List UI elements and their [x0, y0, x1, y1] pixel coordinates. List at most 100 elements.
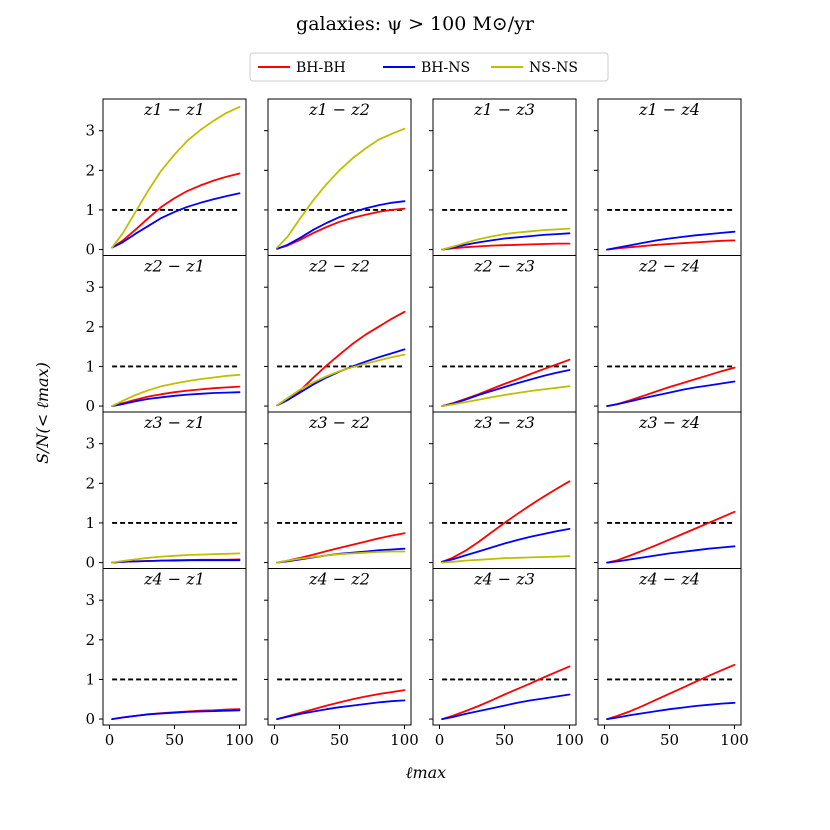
panel-label: z4 − z1: [143, 570, 205, 589]
panel-frame: [102, 255, 247, 413]
x-tick-label: 100: [720, 731, 749, 749]
y-tick-label: 2: [85, 161, 95, 179]
series-line-bh-bh: [111, 172, 241, 249]
panel-frame: [267, 255, 412, 413]
legend-label-ns-ns: NS-NS: [529, 60, 578, 76]
panel-label: z2 − z1: [143, 257, 205, 276]
panel-label: z1 − z3: [473, 100, 535, 119]
series-line-bh-ns: [606, 230, 736, 251]
panel: z2 − z4: [594, 255, 742, 413]
legend-label-bh-ns: BH-NS: [421, 60, 470, 76]
panel-grid: z1 − z1 0 1 2 3 z1 − z2 z1 − z3 z1 − z4 z2 − z1 0…: [85, 98, 749, 749]
chart-title: galaxies: ψ > 100 M⊙/yr: [296, 13, 535, 35]
panel-frame: [102, 411, 247, 569]
series-line-bh-ns: [441, 232, 571, 251]
x-axis-label: ℓmax: [406, 763, 446, 782]
y-tick-label: 3: [85, 435, 95, 453]
y-tick-label: 0: [85, 554, 95, 572]
x-tick-label: 0: [600, 731, 610, 749]
panel-frame: [597, 255, 742, 413]
panel-frame: [432, 568, 577, 726]
y-tick-label: 2: [85, 474, 95, 492]
y-tick-label: 1: [85, 514, 95, 532]
y-axis-label: S/N(< ℓmax): [33, 362, 52, 464]
panel-frame: [267, 98, 412, 256]
panel: z2 − z1 0 1 2 3: [85, 255, 247, 415]
series-line-bh-ns: [276, 547, 406, 564]
x-tick-label: 50: [330, 731, 349, 749]
series-line-ns-ns: [276, 353, 406, 407]
panel-label: z4 − z3: [473, 570, 535, 589]
x-tick-label: 100: [555, 731, 584, 749]
series-line-bh-bh: [606, 366, 736, 408]
panel: z3 − z1 0 1 2 3: [85, 411, 247, 572]
series-line-bh-ns: [441, 693, 571, 720]
panel: z1 − z4: [594, 98, 742, 256]
series-line-bh-ns: [441, 369, 571, 408]
panel-label: z2 − z3: [473, 257, 535, 276]
series-line-bh-ns: [441, 528, 571, 563]
series-line-bh-ns: [111, 192, 241, 249]
panel-frame: [597, 568, 742, 726]
series-line-bh-bh: [441, 665, 571, 720]
panel-label: z3 − z3: [473, 413, 535, 432]
panel: z3 − z4: [594, 411, 742, 569]
panel: z2 − z2: [264, 255, 412, 413]
panel-label: z3 − z1: [143, 413, 205, 432]
panel-label: z3 − z2: [308, 413, 370, 432]
y-tick-label: 3: [85, 591, 95, 609]
series-line-bh-bh: [276, 532, 406, 564]
series-line-bh-bh: [606, 663, 736, 720]
x-tick-label: 100: [390, 731, 419, 749]
y-tick-label: 0: [85, 241, 95, 259]
y-tick-label: 3: [85, 278, 95, 296]
series-line-ns-ns: [111, 552, 241, 564]
series-line-bh-ns: [276, 699, 406, 720]
y-tick-label: 1: [85, 201, 95, 219]
panel-frame: [432, 98, 577, 256]
panel: z3 − z3: [429, 411, 577, 569]
panel: z3 − z2: [264, 411, 412, 569]
y-tick-label: 3: [85, 122, 95, 140]
legend-label-bh-bh: BH-BH: [296, 60, 346, 76]
panel: z1 − z1 0 1 2 3: [85, 98, 247, 259]
panel-label: z4 − z4: [638, 570, 700, 589]
y-tick-label: 0: [85, 710, 95, 728]
x-tick-label: 0: [435, 731, 445, 749]
panel: z4 − z1 0 1 2 3 0 50 100: [85, 568, 254, 749]
series-line-bh-ns: [606, 545, 736, 564]
series-line-bh-bh: [606, 239, 736, 251]
panel: z4 − z3 0 50 100: [429, 568, 584, 749]
y-tick-label: 2: [85, 318, 95, 336]
panel: z4 − z4 0 50 100: [594, 568, 749, 749]
x-tick-label: 50: [660, 731, 679, 749]
y-tick-label: 1: [85, 357, 95, 375]
series-line-bh-bh: [606, 510, 736, 564]
panel-label: z2 − z4: [638, 257, 700, 276]
panel-label: z4 − z2: [308, 570, 370, 589]
series-line-ns-ns: [276, 127, 406, 249]
panel-label: z1 − z1: [143, 100, 205, 119]
y-tick-label: 0: [85, 397, 95, 415]
x-tick-label: 50: [165, 731, 184, 749]
series-line-bh-ns: [111, 709, 241, 720]
x-tick-label: 0: [270, 731, 280, 749]
panel: z2 − z3: [429, 255, 577, 413]
series-line-ns-ns: [111, 106, 241, 249]
panel-frame: [102, 568, 247, 726]
series-line-bh-ns: [111, 559, 241, 564]
panel-label: z2 − z2: [308, 257, 370, 276]
legend-frame: [249, 52, 609, 82]
series-line-bh-bh: [441, 242, 571, 251]
series-line-ns-ns: [111, 373, 241, 408]
y-tick-label: 2: [85, 631, 95, 649]
series-line-bh-bh: [276, 689, 406, 720]
series-line-ns-ns: [441, 227, 571, 251]
panel-label: z1 − z4: [638, 100, 700, 119]
panel-label: z1 − z2: [308, 100, 370, 119]
panel: z1 − z2: [264, 98, 412, 256]
x-tick-label: 100: [225, 731, 254, 749]
panel-frame: [597, 98, 742, 256]
x-tick-label: 50: [495, 731, 514, 749]
